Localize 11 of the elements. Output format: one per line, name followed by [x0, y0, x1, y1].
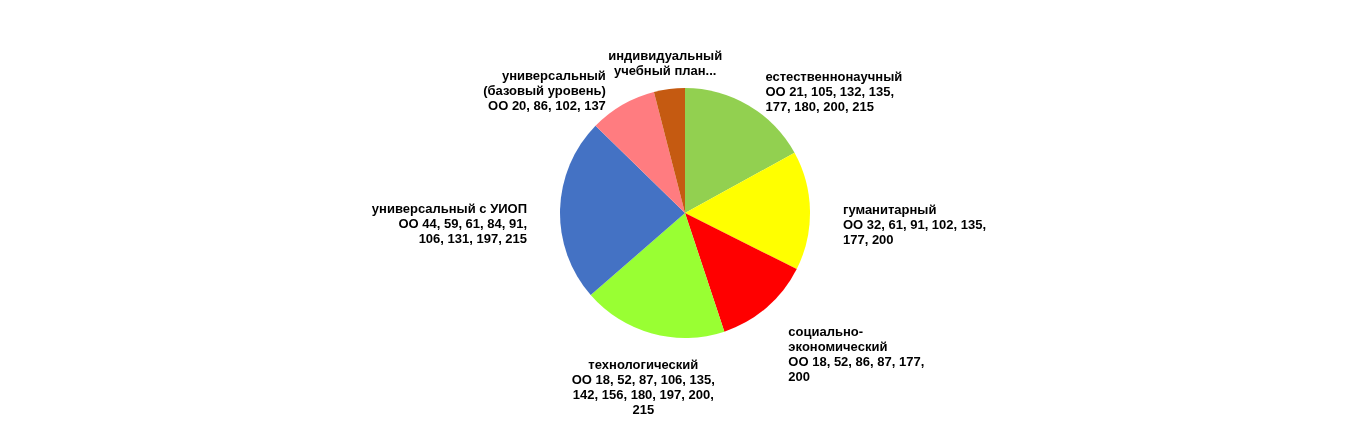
slice-label: универсальный с УИОП ОО 44, 59, 61, 84, 91, 106, 131, 197, 215 [371, 200, 528, 246]
slice-label: индивидуальный учебный план... [608, 48, 723, 79]
slice-label: естественнонаучный ОО 21, 105, 132, 135, 177, 180, 200, 215 [765, 69, 903, 114]
pie-slice [685, 152, 810, 270]
slice-label: гуманитарный ОО 32, 61, 91, 102, 135, 177, 200 [842, 202, 987, 248]
slice-label: универсальный (базовый уровень) ОО 20, 86, 102, 137 [483, 68, 606, 114]
pie-slice [560, 125, 685, 296]
pie-slice [653, 88, 685, 213]
pie-slice [590, 213, 725, 338]
slice-label: социально- экономический ОО 18, 52, 86, 87, 177, 200 [788, 324, 925, 385]
slice-label: технологический ОО 18, 52, 87, 106, 135, 142, 156, 180, 197, 200, 215 [571, 357, 715, 418]
